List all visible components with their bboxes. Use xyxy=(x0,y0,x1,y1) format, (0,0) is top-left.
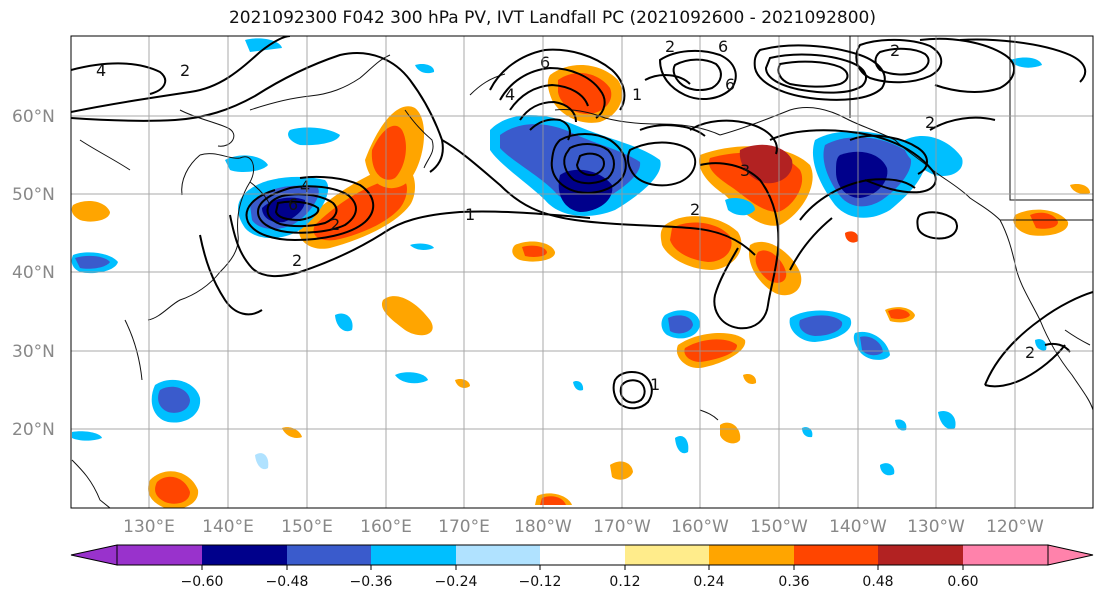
colorbar-bin xyxy=(709,545,794,565)
contour-label: 4 xyxy=(96,61,106,80)
contour-label: 4 xyxy=(300,177,310,196)
colorbar-tick-label: −0.24 xyxy=(435,574,478,590)
contour-label: 4 xyxy=(505,85,515,104)
latitude-label: 30°N xyxy=(12,342,55,362)
latitude-label: 60°N xyxy=(12,107,55,127)
colorbar-tick-label: 0.60 xyxy=(947,574,978,590)
latitude-axis-labels: 60°N 50°N 40°N 30°N 20°N xyxy=(12,107,55,440)
colorbar-bin xyxy=(202,545,287,565)
contour-label: 2 xyxy=(292,251,302,270)
longitude-label: 120°W xyxy=(986,517,1044,537)
longitude-label: 160°E xyxy=(360,517,412,537)
colorbar-tick-label: 0.24 xyxy=(693,574,724,590)
colorbar-bin xyxy=(794,545,878,565)
contour-label: 2 xyxy=(1025,343,1035,362)
contour-label: 1 xyxy=(632,85,642,104)
longitude-label: 140°E xyxy=(202,517,254,537)
contour-label: 3 xyxy=(740,161,750,180)
contour-label: 6 xyxy=(718,37,728,56)
longitude-axis-labels: 130°E 140°E 150°E 160°E 170°E 180°W 170°… xyxy=(123,517,1044,537)
colorbar-bin xyxy=(963,545,1048,565)
colorbar-bin xyxy=(371,545,456,565)
longitude-label: 150°E xyxy=(281,517,333,537)
map-title: 2021092300 F042 300 hPa PV, IVT Landfall… xyxy=(228,8,876,28)
contour-label: 2 xyxy=(665,37,675,56)
latitude-label: 20°N xyxy=(12,420,55,440)
contour-label: 2 xyxy=(330,215,340,234)
longitude-label: 170°W xyxy=(593,517,651,537)
longitude-label: 180°W xyxy=(514,517,572,537)
map-layers: 4 2 2 6 4 2 1 6 4 2 6 2 2 6 3 2 1 2 1 xyxy=(71,36,1093,508)
colorbar-tick-label: −0.60 xyxy=(181,574,224,590)
colorbar-tick-label: −0.48 xyxy=(266,574,309,590)
contour-label: 2 xyxy=(180,61,190,80)
gridlines xyxy=(71,36,1093,508)
longitude-label: 130°W xyxy=(907,517,965,537)
contour-label: 2 xyxy=(925,113,935,132)
colorbar-tick-label: 0.12 xyxy=(609,574,640,590)
colorbar-tick-label: −0.36 xyxy=(350,574,393,590)
longitude-label: 130°E xyxy=(123,517,175,537)
contour-label: 1 xyxy=(650,375,660,394)
colorbar-frame xyxy=(116,544,1049,566)
colorbar: −0.60 −0.48 −0.36 −0.24 −0.12 0.12 0.24 … xyxy=(70,544,1094,590)
colorbar-high-extension xyxy=(1047,544,1094,566)
contour-label: 6 xyxy=(725,75,735,94)
colorbar-bin xyxy=(878,545,963,565)
negative-anomaly-fills xyxy=(71,38,1047,476)
colorbar-tick-label: 0.48 xyxy=(862,574,893,590)
colorbar-bin xyxy=(540,545,625,565)
contour-labels: 4 2 2 6 4 2 1 6 4 2 6 2 2 6 3 2 1 2 1 xyxy=(96,37,1035,394)
colorbar-ticks xyxy=(201,565,964,570)
plot-frame xyxy=(70,35,1094,509)
latitude-label: 50°N xyxy=(12,185,55,205)
contour-label: 1 xyxy=(465,205,475,224)
contour-label: 2 xyxy=(690,200,700,219)
colorbar-tick-label: −0.12 xyxy=(519,574,562,590)
colorbar-bin xyxy=(287,545,371,565)
contour-label: 6 xyxy=(540,53,550,72)
colorbar-low-extension xyxy=(70,544,118,566)
colorbar-bin xyxy=(117,545,202,565)
colorbar-bin xyxy=(456,545,540,565)
latitude-label: 40°N xyxy=(12,263,55,283)
contour-label: 2 xyxy=(890,41,900,60)
longitude-label: 170°E xyxy=(438,517,490,537)
longitude-label: 160°W xyxy=(671,517,729,537)
colorbar-bin xyxy=(625,545,709,565)
longitude-label: 140°W xyxy=(829,517,887,537)
longitude-label: 150°W xyxy=(750,517,808,537)
colorbar-tick-label: 0.36 xyxy=(778,574,809,590)
contour-label: 6 xyxy=(288,195,298,214)
